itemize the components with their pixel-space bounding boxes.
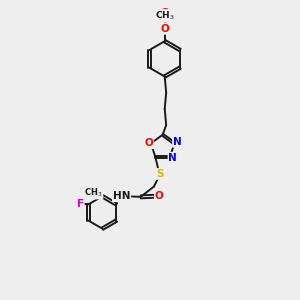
Text: O: O <box>160 24 169 34</box>
Text: O: O <box>155 191 164 201</box>
Text: CH$_3$: CH$_3$ <box>155 10 175 22</box>
Text: methoxy: methoxy <box>162 3 168 4</box>
Text: N: N <box>173 137 182 147</box>
Text: CH$_3$: CH$_3$ <box>84 187 103 199</box>
Text: S: S <box>156 169 163 179</box>
Text: N: N <box>169 153 177 163</box>
Text: O: O <box>160 8 169 18</box>
Text: HN: HN <box>113 191 130 201</box>
Text: O: O <box>145 138 153 148</box>
Text: F: F <box>76 200 84 209</box>
Text: methoxy: methoxy <box>162 21 168 23</box>
